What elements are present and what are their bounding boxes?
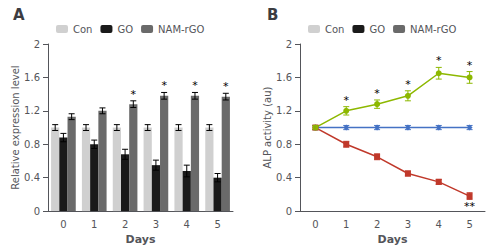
svg-text:*: * [467,59,473,72]
svg-text:Days: Days [378,233,408,246]
svg-text:0.4: 0.4 [276,172,292,183]
svg-text:Relative expression level: Relative expression level [10,65,21,189]
svg-text:0.4: 0.4 [24,172,40,183]
svg-text:2: 2 [122,219,128,230]
svg-text:B: B [267,6,278,24]
svg-text:*: * [405,78,411,91]
svg-text:1: 1 [343,219,349,230]
svg-text:*: * [374,87,380,100]
svg-text:0.8: 0.8 [276,139,292,150]
svg-text:GO: GO [369,24,385,35]
svg-text:5: 5 [214,219,220,230]
svg-text:*: * [436,54,442,67]
svg-text:**: ** [464,200,476,213]
svg-text:1.6: 1.6 [24,72,40,83]
svg-text:2: 2 [286,39,292,50]
svg-text:*: * [344,94,350,107]
svg-text:Con: Con [73,24,92,35]
svg-text:2: 2 [34,39,40,50]
svg-text:1: 1 [91,219,97,230]
svg-text:0: 0 [286,206,292,217]
svg-text:0: 0 [34,206,40,217]
svg-text:0.8: 0.8 [24,139,40,150]
svg-text:3: 3 [153,219,159,230]
svg-text:NAM-rGO: NAM-rGO [410,24,456,35]
svg-text:4: 4 [184,219,190,230]
svg-text:*: * [131,88,137,101]
svg-text:ALP activity (au): ALP activity (au) [262,86,273,168]
svg-text:*: * [161,79,167,92]
svg-text:1.2: 1.2 [24,105,40,116]
svg-text:1.6: 1.6 [276,72,292,83]
svg-text:1.2: 1.2 [276,105,292,116]
svg-text:Days: Days [126,233,156,246]
svg-text:2: 2 [374,219,380,230]
svg-text:3: 3 [405,219,411,230]
svg-text:A: A [13,6,25,24]
svg-text:0: 0 [312,219,318,230]
svg-text:GO: GO [117,24,133,35]
svg-text:0: 0 [60,219,66,230]
svg-text:*: * [192,79,198,92]
svg-text:NAM-rGO: NAM-rGO [158,24,204,35]
svg-text:4: 4 [436,219,442,230]
svg-text:*: * [223,80,229,93]
svg-text:Con: Con [325,24,344,35]
svg-text:5: 5 [466,219,472,230]
